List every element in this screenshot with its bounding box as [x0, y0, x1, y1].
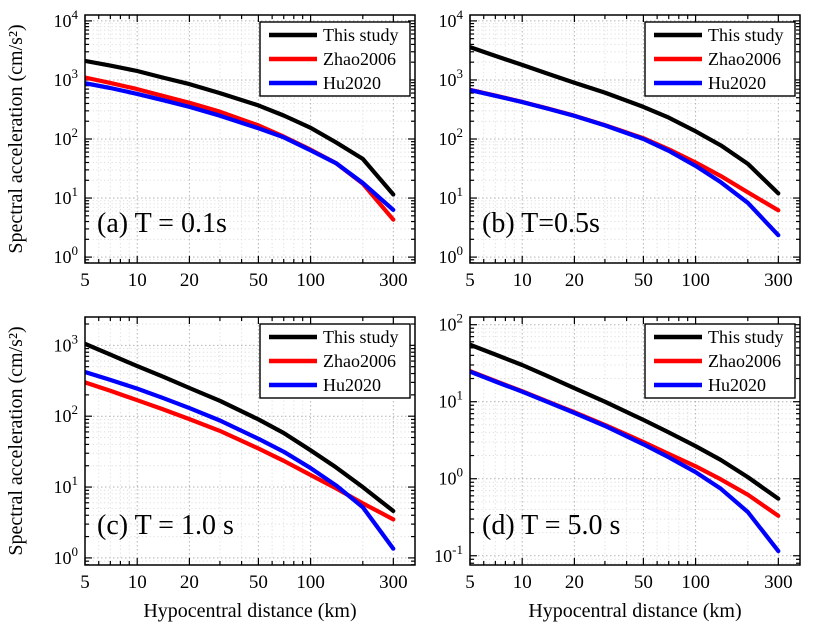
y-tick-label: 100	[54, 544, 79, 568]
x-tick-label: 5	[80, 572, 90, 593]
plot-box	[469, 14, 801, 264]
curve-this-study	[470, 342, 781, 501]
curves	[470, 44, 781, 238]
legend-label: Hu2020	[708, 375, 766, 395]
plot-box	[84, 14, 416, 264]
curves	[85, 58, 396, 222]
y-axis-label: Spectral acceleration (cm/s²)	[5, 24, 27, 253]
curve-this-study	[85, 341, 396, 514]
y-axis-label: Spectral acceleration (cm/s²)	[5, 326, 27, 555]
x-tick-label: 20	[180, 270, 199, 291]
x-tick-label: 300	[379, 572, 408, 593]
x-tick-label: 100	[296, 270, 325, 291]
x-tick-label: 5	[465, 572, 475, 593]
legend-label: Hu2020	[323, 73, 381, 93]
x-tick-label: 20	[180, 572, 199, 593]
plot-box	[84, 316, 416, 566]
legend: This study Zhao2006 Hu2020	[644, 323, 796, 399]
legend-label: Hu2020	[708, 73, 766, 93]
x-tick-label: 100	[681, 270, 710, 291]
x-tick-label: 100	[681, 572, 710, 593]
x-tick-label: 300	[764, 572, 793, 593]
x-tick-label: 50	[634, 270, 653, 291]
x-tick-label: 20	[565, 572, 584, 593]
x-tick-label: 10	[128, 572, 147, 593]
x-tick-label: 20	[565, 270, 584, 291]
curve-this-study	[470, 44, 781, 196]
x-tick-label: 300	[764, 270, 793, 291]
curve-hu2020	[85, 81, 396, 212]
x-tick-label: 100	[296, 572, 325, 593]
x-tick-label: 300	[379, 270, 408, 291]
legend-label: This study	[323, 25, 399, 45]
curves	[85, 341, 396, 551]
legend-label: This study	[708, 25, 784, 45]
x-tick-label: 5	[465, 270, 475, 291]
x-tick-label: 50	[249, 572, 268, 593]
legend-label: Zhao2006	[323, 49, 396, 69]
x-axis-label: Hypocentral distance (km)	[143, 600, 356, 622]
legend-label: Zhao2006	[323, 351, 396, 371]
legend: This study Zhao2006 Hu2020	[259, 21, 411, 97]
subplot-annotation: (a) T = 0.1s	[97, 208, 227, 239]
legend-label: This study	[708, 327, 784, 347]
x-tick-label: 10	[513, 270, 532, 291]
subplot-annotation: (b) T=0.5s	[482, 208, 600, 239]
curves	[470, 342, 781, 554]
subplot-annotation: (d) T = 5.0 s	[482, 510, 620, 541]
curve-hu2020	[470, 369, 781, 554]
x-tick-label: 5	[80, 270, 90, 291]
plot-box	[469, 316, 801, 566]
x-axis-label: Hypocentral distance (km)	[528, 600, 741, 622]
x-tick-label: 50	[249, 270, 268, 291]
legend: This study Zhao2006 Hu2020	[259, 323, 411, 399]
subplot-annotation: (c) T = 1.0 s	[97, 510, 234, 541]
curve-hu2020	[85, 369, 396, 551]
x-tick-label: 10	[513, 572, 532, 593]
curve-this-study	[85, 58, 396, 197]
legend-label: Hu2020	[323, 375, 381, 395]
legend: This study Zhao2006 Hu2020	[644, 21, 796, 97]
x-tick-label: 10	[128, 270, 147, 291]
legend-label: Zhao2006	[708, 49, 781, 69]
legend-label: This study	[323, 327, 399, 347]
curve-hu2020	[470, 87, 781, 238]
y-tick-label: 100	[439, 465, 464, 489]
legend-label: Zhao2006	[708, 351, 781, 371]
x-tick-label: 50	[634, 572, 653, 593]
